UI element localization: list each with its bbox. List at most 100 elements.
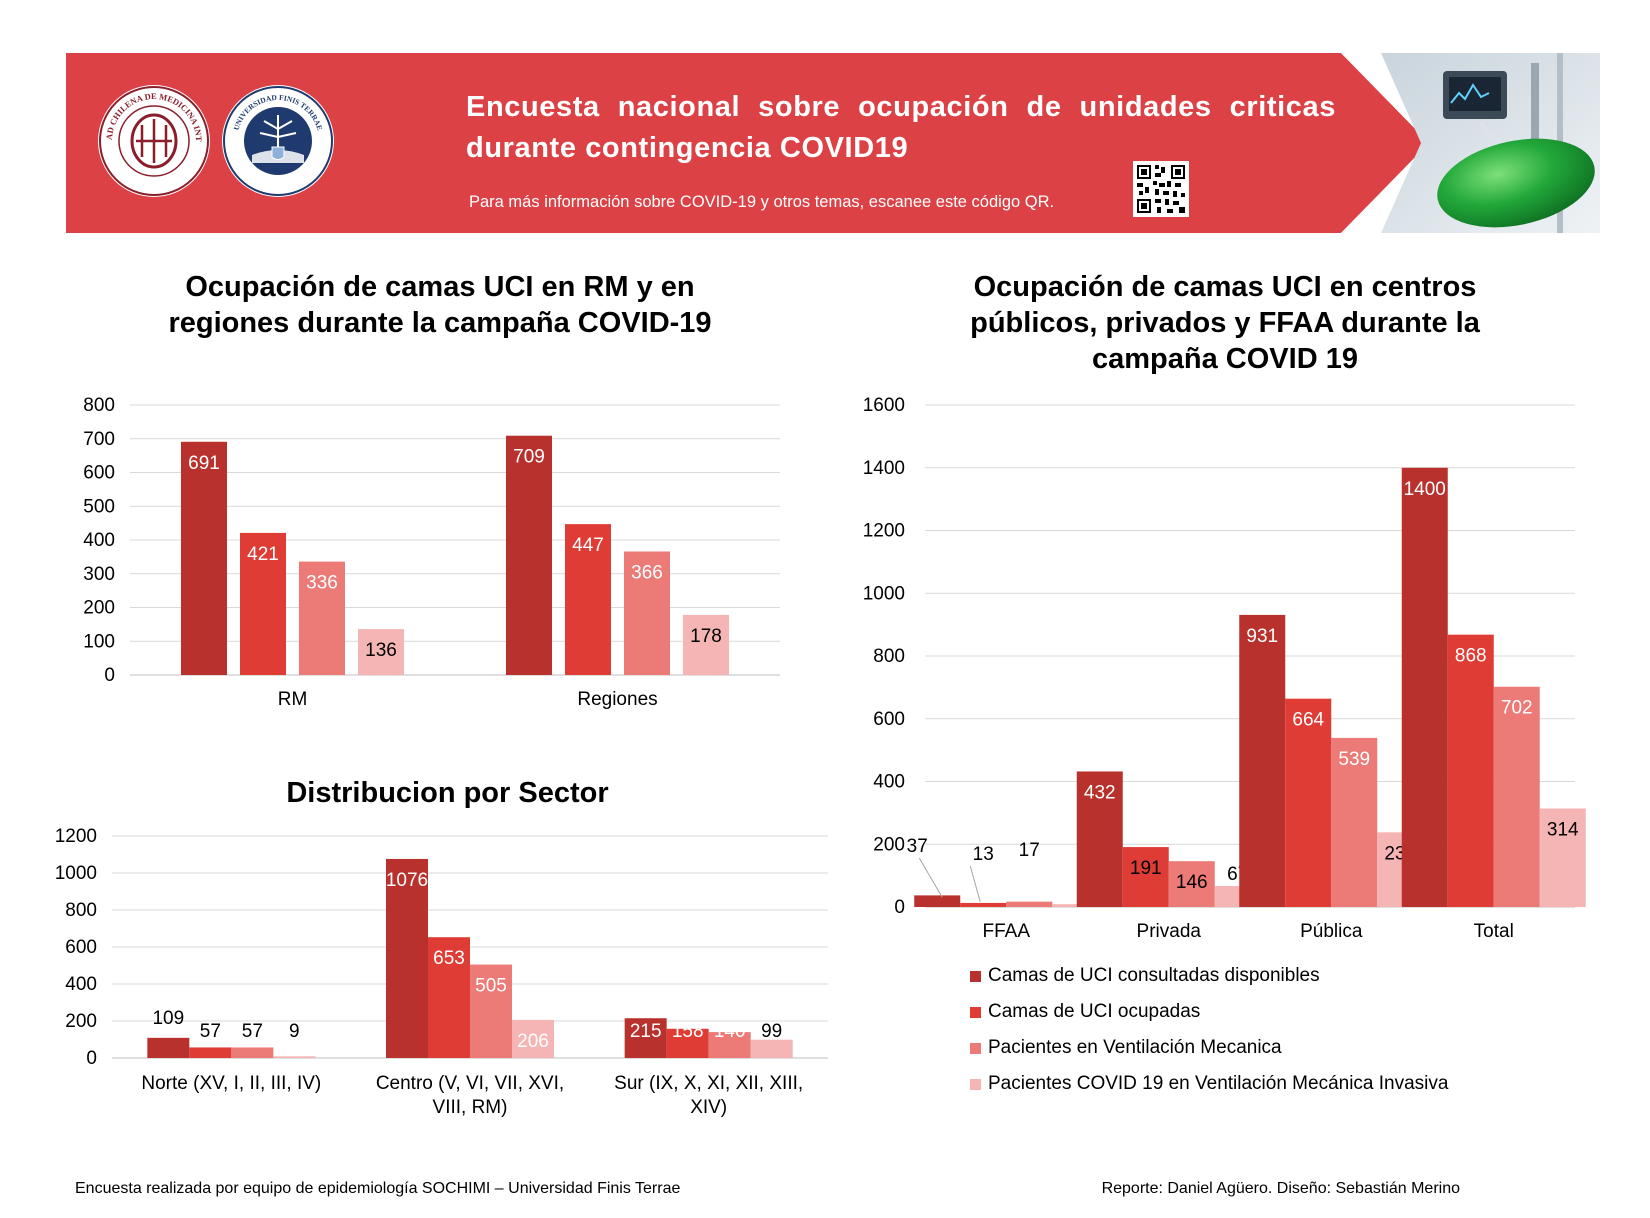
data-label: 432 [1084, 782, 1116, 803]
bar [1052, 904, 1099, 907]
y-tick-label: 400 [873, 772, 905, 793]
bar [428, 937, 470, 1058]
data-label: 336 [306, 573, 338, 594]
y-tick-label: 1200 [863, 521, 905, 542]
bar [181, 441, 227, 675]
category-label-line: Pública [1300, 921, 1363, 942]
category-label-line: Centro (V, VI, VII, XVI, [376, 1073, 564, 1094]
data-label: 191 [1130, 858, 1162, 879]
y-tick-label: 400 [83, 530, 115, 551]
bar [506, 435, 552, 675]
header-banner: SOCIEDAD CHILENA DE MEDICINA INTENSIVA U… [66, 53, 1600, 233]
sochimi-logo: SOCIEDAD CHILENA DE MEDICINA INTENSIVA [98, 85, 210, 197]
y-tick-label: 600 [65, 937, 97, 958]
data-label: 505 [475, 976, 507, 997]
y-tick-label: 100 [83, 631, 115, 652]
category-label-line: FFAA [982, 921, 1030, 942]
bar [624, 551, 670, 675]
data-label: 140 [714, 1021, 746, 1042]
bar [240, 532, 286, 675]
bar [273, 1056, 316, 1058]
data-label: 664 [1292, 710, 1324, 731]
chart-centros-legend: Camas de UCI consultadas disponibles Cam… [970, 958, 1448, 1102]
y-tick-label: 700 [83, 429, 115, 450]
data-label: 421 [247, 544, 279, 565]
y-tick-label: 0 [86, 1048, 97, 1069]
data-label: 57 [200, 1021, 221, 1042]
y-tick-label: 800 [83, 395, 115, 416]
category-label: Centro (V, VI, VII, XVI, VIII, RM) [376, 1073, 564, 1118]
qr-code-icon[interactable] [1133, 161, 1189, 217]
data-label: 109 [152, 1008, 184, 1029]
footer-left: Encuesta realizada por equipo de epidemi… [75, 1180, 681, 1197]
bar [1447, 634, 1494, 907]
legend-label: Pacientes en Ventilación Mecanica [988, 1037, 1282, 1058]
category-label: Pública [1300, 921, 1363, 942]
data-label: 57 [242, 1021, 263, 1042]
chart-rm-regiones-title: Ocupación de camas UCI en RM y en region… [168, 271, 712, 339]
category-label: Total [1474, 921, 1514, 942]
bar [512, 1019, 554, 1058]
y-tick-label: 200 [873, 834, 905, 855]
bar [1239, 614, 1286, 907]
data-label: 158 [672, 1021, 704, 1042]
category-label: RM [278, 689, 308, 710]
bar [231, 1047, 274, 1058]
data-label: 37 [907, 836, 928, 857]
category-label: Regiones [577, 689, 657, 710]
bar [1285, 698, 1332, 907]
y-tick-label: 600 [83, 463, 115, 484]
bar [1493, 686, 1540, 907]
bar [1006, 901, 1053, 907]
data-label: 868 [1455, 646, 1487, 667]
category-label-line: Privada [1137, 921, 1202, 942]
y-tick-label: 800 [65, 900, 97, 921]
bar [683, 614, 729, 675]
data-label: 366 [631, 562, 663, 583]
legend-label: Camas de UCI ocupadas [988, 1001, 1201, 1022]
data-label: 931 [1246, 626, 1278, 647]
legend-item: Camas de UCI ocupadas [970, 994, 1448, 1030]
data-label: 99 [761, 1021, 782, 1042]
bar [1122, 847, 1169, 907]
data-label: 17 [1019, 840, 1040, 861]
bar [386, 858, 428, 1058]
data-label: 13 [973, 844, 994, 865]
data-label: 1076 [386, 870, 428, 891]
chart-sector-title: Distribucion por Sector [286, 777, 609, 809]
chart-centros-title: Ocupación de camas UCI en centros públic… [970, 271, 1480, 375]
data-label: 9 [289, 1021, 300, 1042]
bar [750, 1039, 793, 1058]
bar [147, 1037, 190, 1058]
y-tick-label: 300 [83, 564, 115, 585]
y-tick-label: 1000 [863, 583, 905, 604]
bar [470, 964, 512, 1058]
category-label-line: XIV) [690, 1097, 727, 1118]
data-label: 1400 [1404, 479, 1446, 500]
y-tick-label: 600 [873, 709, 905, 730]
legend-item: Pacientes COVID 19 en Ventilación Mecáni… [970, 1066, 1448, 1102]
category-label-line: Total [1474, 921, 1514, 942]
bar [565, 524, 611, 675]
footer-right: Reporte: Daniel Agüero. Diseño: Sebastiá… [1101, 1180, 1460, 1197]
y-tick-label: 200 [83, 598, 115, 619]
leader-line [969, 865, 981, 903]
legend-item: Camas de UCI consultadas disponibles [970, 958, 1448, 994]
category-label-line: Regiones [577, 689, 657, 710]
ventilator-photo [1381, 53, 1600, 233]
data-label: 709 [513, 447, 545, 468]
data-label: 178 [690, 626, 722, 647]
data-label: 215 [630, 1021, 662, 1042]
category-label-line: Sur (IX, X, XI, XII, XIII, [614, 1073, 803, 1094]
y-tick-label: 500 [83, 496, 115, 517]
data-label: 702 [1501, 698, 1533, 719]
category-label-line: VIII, RM) [433, 1097, 508, 1118]
legend-swatch [970, 1006, 981, 1018]
y-tick-label: 1600 [863, 395, 905, 416]
legend-swatch [970, 1078, 981, 1090]
category-label: FFAA [982, 921, 1030, 942]
data-label: 539 [1338, 749, 1370, 770]
data-label: 314 [1547, 819, 1579, 840]
